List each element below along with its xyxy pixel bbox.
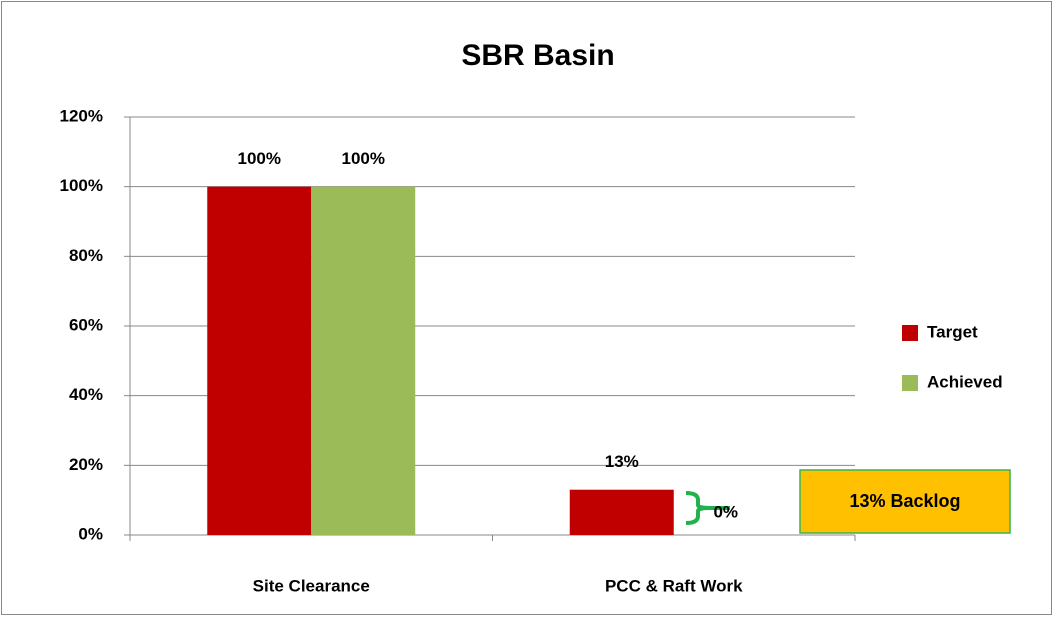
y-tick-label: 20% bbox=[69, 455, 103, 474]
y-tick-label: 100% bbox=[60, 176, 103, 195]
data-label: 13% bbox=[605, 452, 639, 471]
data-label: 100% bbox=[342, 149, 385, 168]
x-tick-label: Site Clearance bbox=[253, 576, 370, 595]
y-tick-label: 60% bbox=[69, 315, 103, 334]
annotation: 13% Backlog bbox=[849, 491, 960, 511]
bracket bbox=[685, 491, 730, 525]
y-tick-label: 120% bbox=[60, 106, 103, 125]
bar bbox=[569, 489, 674, 535]
y-tick-label: 0% bbox=[78, 524, 103, 543]
y-tick-label: 40% bbox=[69, 385, 103, 404]
bar bbox=[311, 186, 416, 535]
legend-label: Achieved bbox=[927, 372, 1003, 391]
data-label: 0% bbox=[713, 502, 738, 521]
legend-label: Target bbox=[927, 322, 978, 341]
x-tick-label: PCC & Raft Work bbox=[605, 576, 743, 595]
data-label: 100% bbox=[238, 149, 281, 168]
bar bbox=[207, 186, 312, 535]
y-tick-label: 80% bbox=[69, 246, 103, 265]
chart-title: SBR Basin bbox=[461, 39, 614, 72]
legend-swatch bbox=[902, 375, 918, 391]
annotation-box bbox=[799, 469, 1011, 534]
legend-swatch bbox=[902, 325, 918, 341]
